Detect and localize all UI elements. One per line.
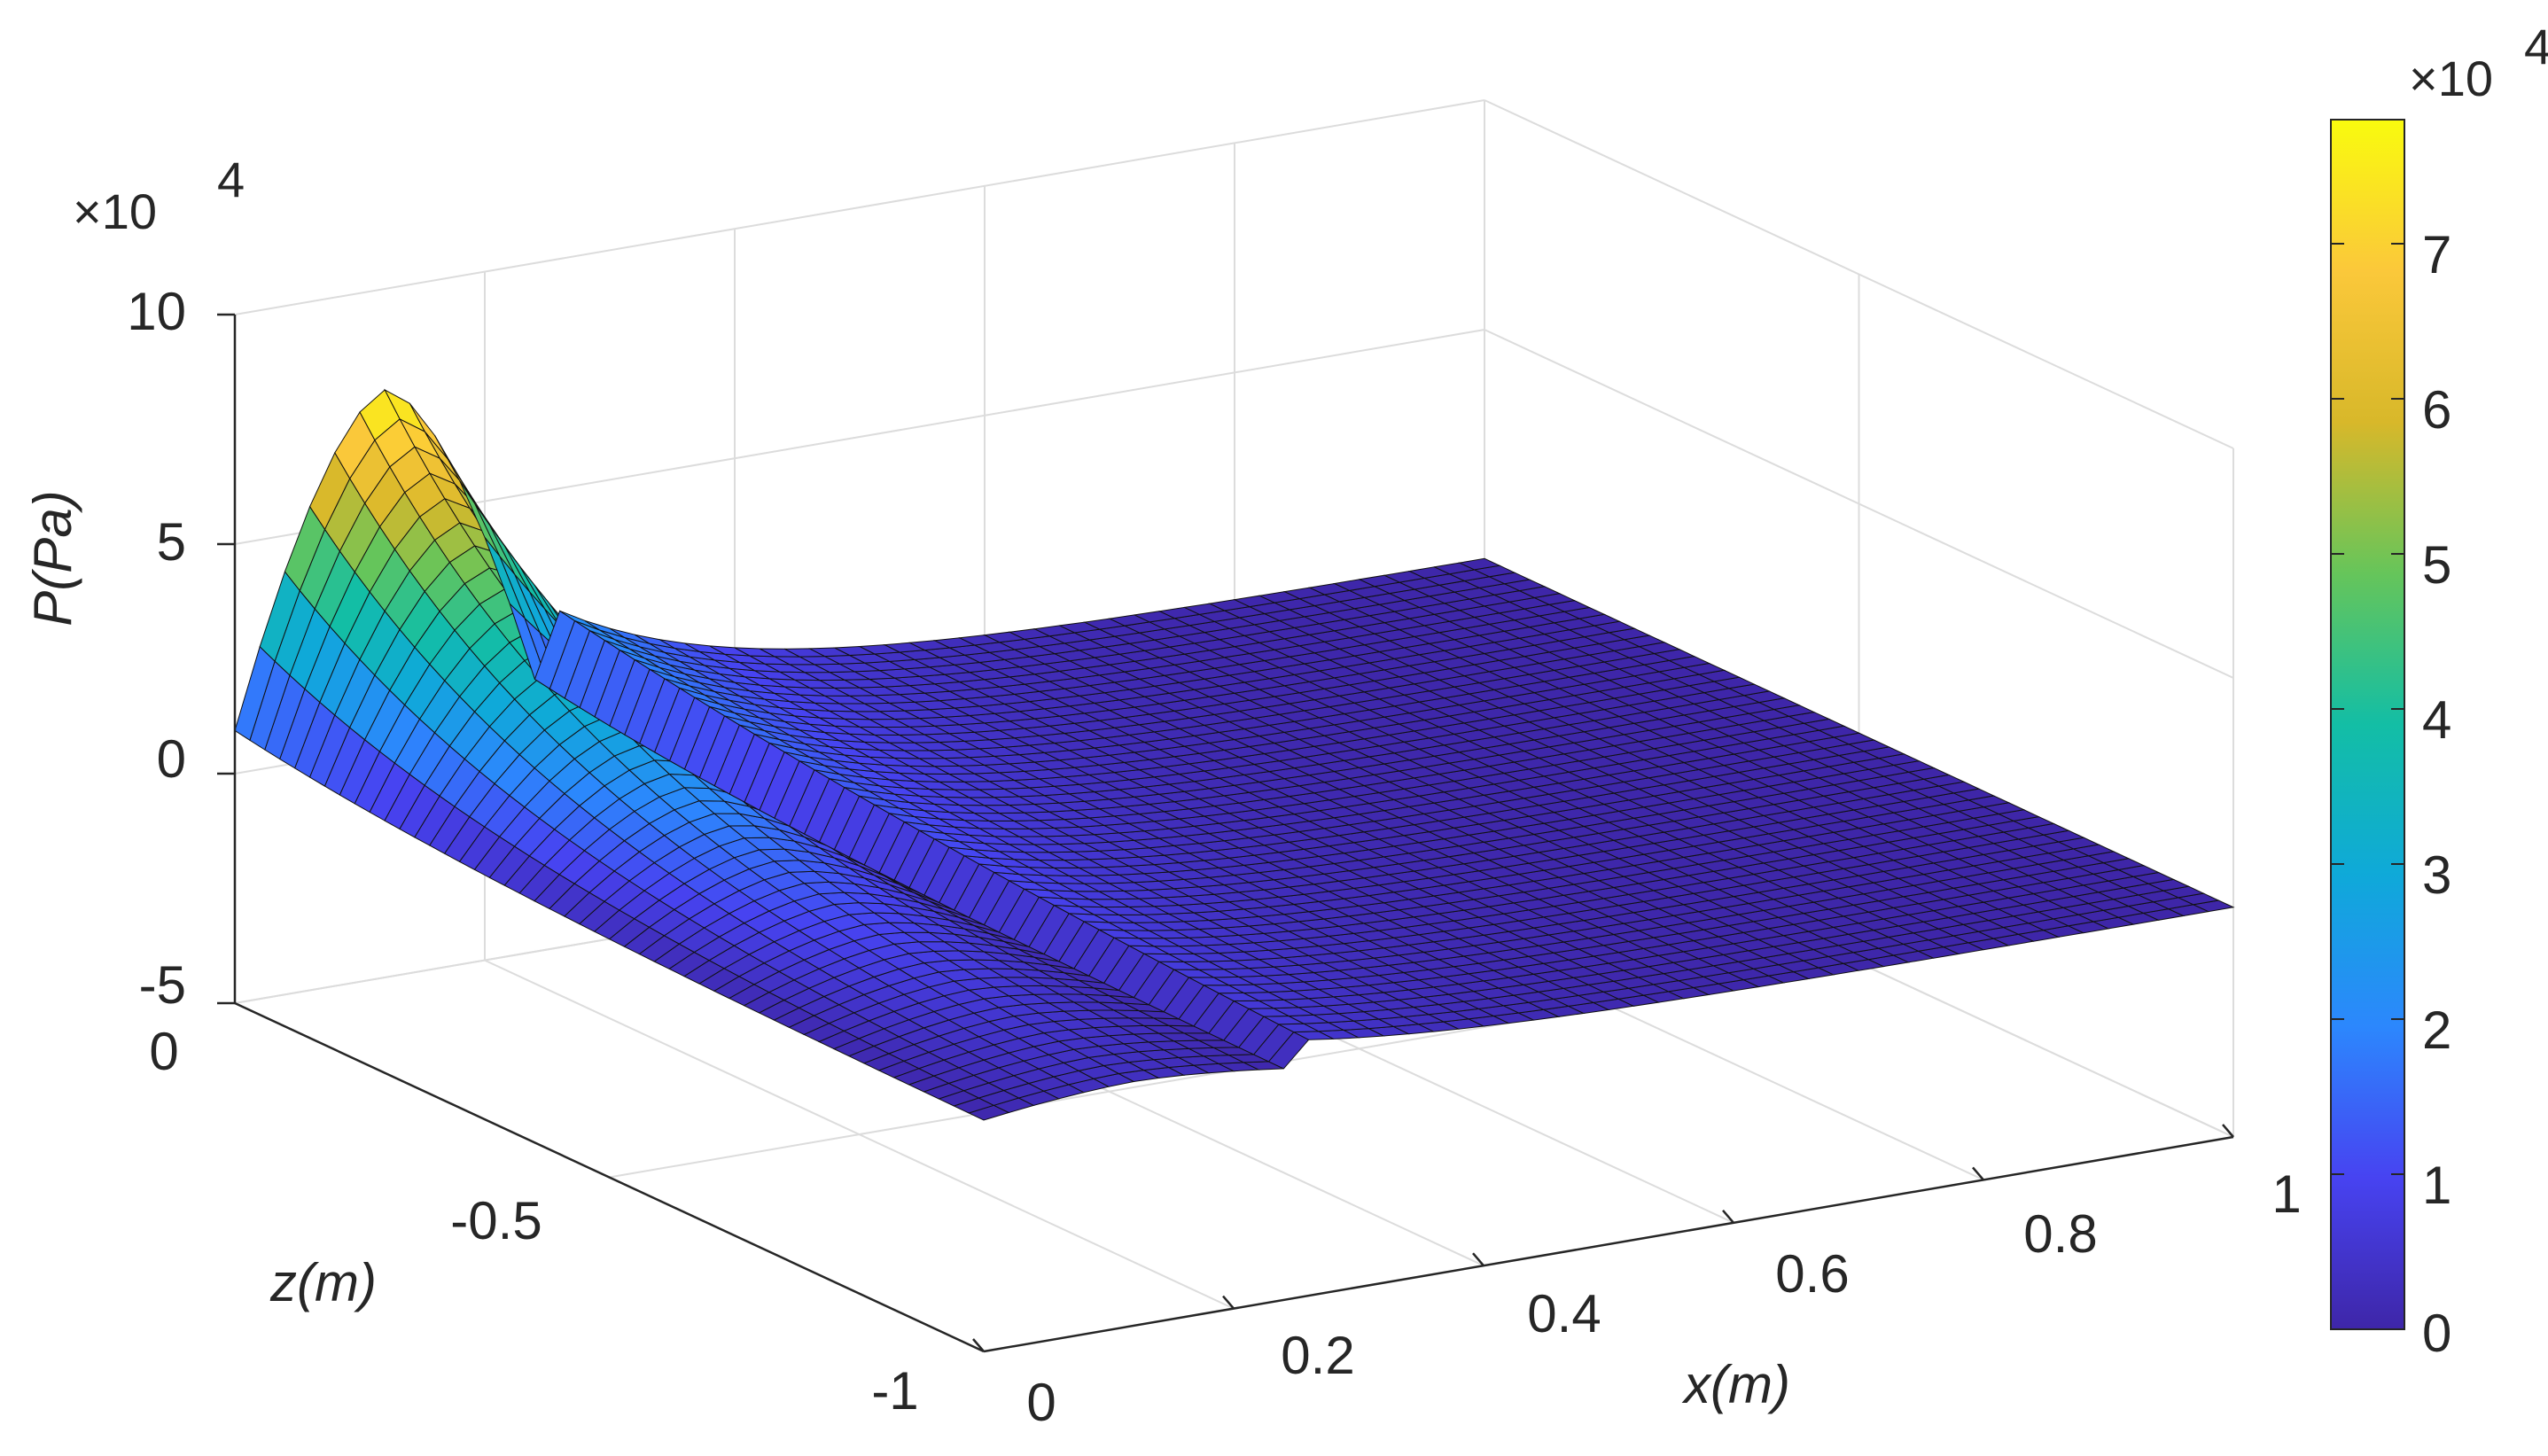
z-tick-label: -5 [139,955,186,1015]
depth-axis-line [234,1001,985,1353]
colorbar-tick-label: 1 [2422,1156,2451,1215]
depth-tick-label: 0 [149,1022,178,1081]
colorbar-exponent-power: 4 [2524,19,2548,74]
z-tick-label: 10 [127,282,186,341]
surface-cell [1458,557,1501,571]
colorbar-tick-label: 5 [2422,535,2451,595]
colorbar-tick-label: 4 [2422,690,2451,750]
x-tick-mark [1222,1295,1235,1310]
gridline [1484,99,2234,449]
colorbar-tick-label: 3 [2422,845,2451,905]
gridline [1484,329,2234,679]
x-tick-label: 0.6 [1775,1244,1849,1304]
depth-tick-label: -1 [871,1361,918,1421]
pressure-surface [234,388,2235,1121]
z-axis-label: P(Pa) [23,490,82,626]
z-tick-label: 5 [157,512,186,572]
axis-lines [217,313,2234,1353]
x-tick-mark [2222,1124,2234,1138]
z-exponent-base: ×10 [73,183,157,239]
x-tick-label: 1 [2271,1164,2301,1224]
x-tick-label: 0.2 [1281,1326,1354,1385]
x-tick-label: 0.4 [1527,1284,1601,1343]
x-tick-mark [1472,1252,1484,1267]
gridline [234,99,1485,315]
z-tick-label: 0 [157,729,186,789]
colorbar-tick-label: 6 [2422,380,2451,440]
depth-tick-label: -0.5 [450,1191,542,1250]
x-tick-label: 0.8 [2023,1204,2097,1264]
x-axis-label: x(m) [1681,1355,1790,1414]
depth-axis-label: z(m) [269,1253,377,1312]
x-axis-line [983,1135,2234,1353]
colorbar-tick-label: 0 [2422,1304,2451,1363]
colorbar-ticks [2331,243,2404,1330]
z-exponent-power: 4 [217,152,245,207]
x-tick-mark [972,1338,985,1352]
colorbar-exponent-base: ×10 [2409,51,2493,106]
x-tick-mark [1972,1166,1984,1181]
colorbar [2330,119,2405,1330]
x-tick-mark [1722,1209,1734,1224]
colorbar-tick-label: 7 [2422,225,2451,284]
x-tick-label: 0 [1026,1373,1056,1432]
colorbar-tick-label: 2 [2422,1001,2451,1060]
